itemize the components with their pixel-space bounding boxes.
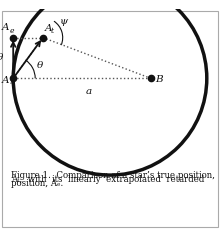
Text: A: A <box>1 23 9 32</box>
Text: r: r <box>10 78 13 86</box>
Text: position, Aₑ.: position, Aₑ. <box>11 179 63 188</box>
Text: t: t <box>51 27 54 35</box>
Text: A: A <box>1 75 9 84</box>
Text: A: A <box>45 24 53 33</box>
Text: a: a <box>86 87 92 96</box>
Text: B: B <box>156 75 163 84</box>
Text: e: e <box>9 27 14 35</box>
Text: Figure 1.  Comparison of a star’s true position,: Figure 1. Comparison of a star’s true po… <box>11 170 215 179</box>
Text: θ: θ <box>37 61 43 70</box>
Text: aθ: aθ <box>0 54 4 62</box>
Text: Aₜ,  with  its  linearly  extrapolated  retarded: Aₜ, with its linearly extrapolated retar… <box>11 175 204 184</box>
Text: ψ: ψ <box>60 17 68 26</box>
